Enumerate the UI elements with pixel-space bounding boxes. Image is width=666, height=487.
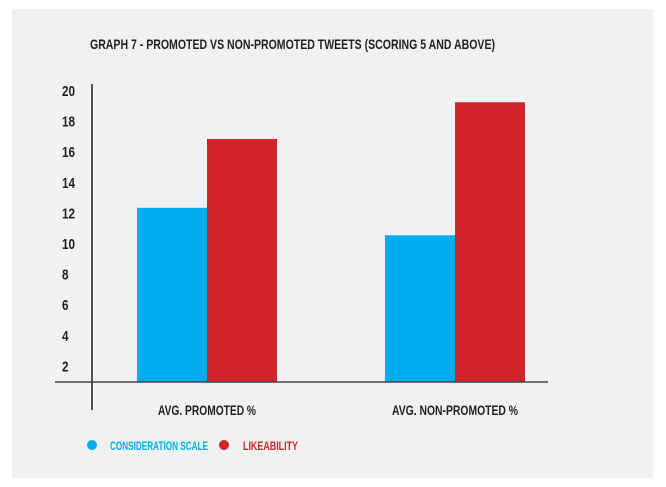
y-tick-label: 2 bbox=[62, 358, 69, 375]
chart-panel bbox=[12, 9, 653, 478]
legend-marker bbox=[87, 440, 97, 450]
y-tick-label: 16 bbox=[62, 144, 75, 161]
y-tick-label: 8 bbox=[62, 267, 69, 284]
legend-marker bbox=[219, 440, 229, 450]
y-tick-label: 10 bbox=[62, 236, 75, 253]
bar-consideration-scale-2 bbox=[385, 235, 455, 382]
bar-likeability-2 bbox=[455, 102, 525, 383]
legend-label: CONSIDERATION SCALE bbox=[110, 439, 208, 453]
y-tick-label: 6 bbox=[62, 297, 69, 314]
bar-consideration-scale-1 bbox=[137, 207, 207, 382]
y-tick-label: 14 bbox=[62, 175, 76, 192]
y-tick-label: 4 bbox=[62, 328, 69, 345]
x-tick-label: AVG. PROMOTED % bbox=[158, 402, 256, 418]
chart-title: GRAPH 7 - PROMOTED VS NON-PROMOTED TWEET… bbox=[90, 36, 495, 52]
y-tick-label: 12 bbox=[62, 205, 75, 222]
y-tick-label: 20 bbox=[62, 83, 75, 100]
y-tick-label: 18 bbox=[62, 114, 75, 131]
x-tick-label: AVG. NON-PROMOTED % bbox=[392, 402, 518, 418]
legend-label: LIKEABILITY bbox=[243, 439, 298, 453]
bar-likeability-1 bbox=[207, 138, 277, 382]
